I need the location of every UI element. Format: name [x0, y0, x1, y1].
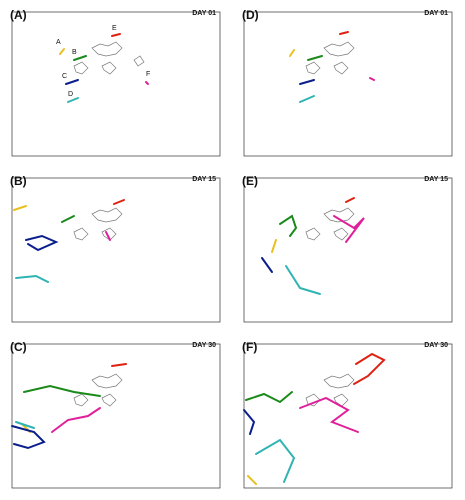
annot-d: D	[68, 91, 73, 98]
panel-day: DAY 01	[424, 10, 448, 17]
panel-d: (D) DAY 01	[236, 4, 460, 164]
particle-tracks	[11, 363, 127, 450]
map-frame	[243, 343, 453, 489]
track-a	[13, 205, 27, 211]
track-d	[299, 95, 315, 103]
track-b	[279, 214, 298, 237]
panel-a: A B C D E F (A) DAY 01	[4, 4, 228, 164]
track-f	[145, 81, 149, 85]
track-a	[59, 48, 65, 55]
particle-tracks	[13, 199, 125, 283]
panel-b-map	[11, 177, 221, 323]
track-c	[11, 425, 46, 450]
panel-d-map	[243, 11, 453, 157]
track-c	[65, 79, 79, 85]
panel-b: (B) DAY 15	[4, 170, 228, 330]
track-a	[289, 49, 295, 57]
track-c	[243, 409, 256, 435]
islands	[73, 207, 123, 241]
track-b	[245, 391, 293, 404]
map-frame	[11, 177, 221, 323]
panel-day: DAY 15	[192, 176, 216, 183]
map-frame	[11, 11, 221, 157]
track-e	[345, 197, 355, 203]
panel-label: (E)	[242, 174, 258, 188]
track-f	[333, 215, 365, 243]
panel-day: DAY 30	[192, 342, 216, 349]
track-b	[307, 55, 323, 61]
particle-tracks	[59, 33, 149, 103]
particle-tracks	[243, 352, 386, 485]
track-d	[67, 97, 79, 103]
track-a	[271, 239, 277, 253]
panel-label: (B)	[10, 174, 27, 188]
islands	[73, 373, 123, 407]
annot-e: E	[112, 25, 117, 32]
map-frame	[243, 177, 453, 323]
panel-label: (D)	[242, 8, 259, 22]
track-a	[247, 475, 257, 485]
track-e	[113, 199, 125, 205]
track-f	[369, 77, 375, 81]
track-d	[255, 438, 296, 483]
panel-label: (F)	[242, 340, 258, 354]
panel-day: DAY 30	[424, 342, 448, 349]
track-b	[73, 55, 87, 61]
annot-c: C	[62, 73, 67, 80]
annot-b: B	[72, 49, 77, 56]
particle-tracks	[289, 31, 375, 103]
track-e	[111, 363, 127, 367]
panel-label: (A)	[10, 8, 27, 22]
track-b	[61, 215, 75, 223]
panel-a-map: A B C D E F	[11, 11, 221, 157]
track-d	[15, 421, 35, 429]
panel-f-map	[243, 343, 453, 489]
track-f	[299, 396, 359, 433]
particle-tracks	[261, 197, 365, 295]
islands	[305, 41, 355, 75]
panel-label: (C)	[10, 340, 27, 354]
annot-f: F	[146, 71, 150, 78]
track-f	[105, 231, 111, 241]
panel-e: (E) DAY 15	[236, 170, 460, 330]
map-frame	[11, 343, 221, 489]
track-b	[23, 384, 101, 397]
islands	[305, 207, 355, 241]
track-e	[353, 352, 386, 385]
panel-day: DAY 15	[424, 176, 448, 183]
track-f	[51, 407, 101, 433]
track-e	[111, 33, 121, 37]
panel-f: (F) DAY 30	[236, 336, 460, 496]
panel-day: DAY 01	[192, 10, 216, 17]
panel-c-map	[11, 343, 221, 489]
track-d	[285, 265, 321, 295]
map-frame	[243, 11, 453, 157]
annot-a: A	[56, 39, 61, 46]
track-c	[261, 257, 273, 273]
islands	[73, 41, 145, 75]
track-c	[25, 234, 59, 252]
track-d	[15, 274, 49, 283]
track-e	[339, 31, 349, 35]
panel-c: (C) DAY 30	[4, 336, 228, 496]
islands	[305, 373, 355, 407]
panel-e-map	[243, 177, 453, 323]
track-c	[299, 79, 315, 85]
